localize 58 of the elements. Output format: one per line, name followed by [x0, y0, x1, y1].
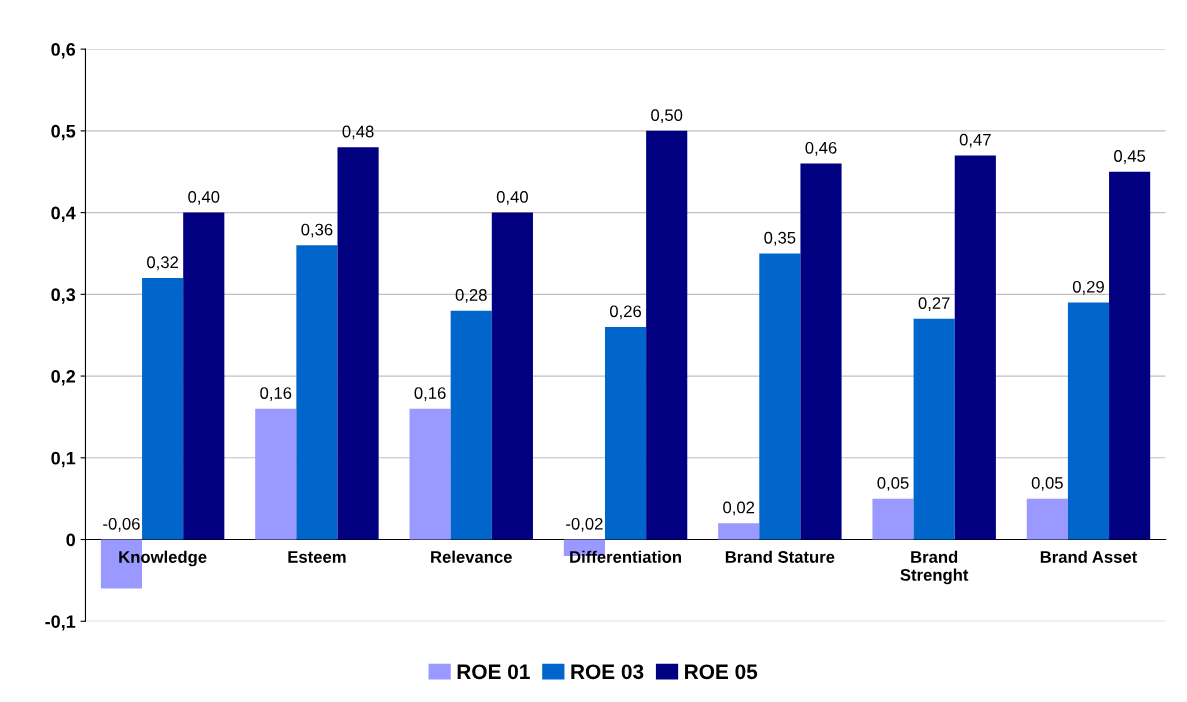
data-label: 0,35 [764, 231, 796, 246]
data-label: 0,46 [805, 141, 837, 156]
data-label: 0,36 [301, 223, 333, 238]
bar [1109, 171, 1151, 540]
data-label: 0,02 [723, 501, 755, 516]
y-tick-label: 0,1 [51, 451, 76, 468]
x-tick-label: Esteem [288, 551, 346, 563]
data-label: -0,06 [103, 517, 140, 532]
y-tick-label: 0,6 [51, 43, 76, 59]
bar [337, 147, 379, 540]
bar [913, 318, 955, 540]
bar [1067, 302, 1110, 540]
data-label: 0,05 [1031, 477, 1063, 491]
data-label: 0,26 [609, 305, 642, 320]
y-tick-label: -0,1 [45, 615, 76, 631]
data-label: 0,48 [342, 125, 374, 140]
data-label: 0,50 [651, 109, 683, 124]
bar [800, 163, 842, 540]
data-label: 0,45 [1114, 150, 1146, 164]
y-tick-label: 0,5 [51, 124, 76, 141]
legend-label: ROE 03 [571, 664, 644, 680]
x-tick-label: Brand Asset [1040, 550, 1138, 563]
data-label: 0,05 [877, 477, 909, 491]
x-tick-label: Brand Strenght [900, 550, 969, 585]
legend-label: ROE 01 [457, 664, 530, 680]
legend-label: ROE 05 [685, 664, 758, 680]
data-label: 0,28 [455, 289, 487, 303]
y-tick-label: 0 [66, 533, 75, 547]
y-tick-label: 0,2 [51, 370, 76, 386]
y-tick-label: 0,3 [51, 288, 76, 304]
bar [954, 155, 996, 540]
y-tick-label: 0,4 [51, 206, 76, 222]
bar [255, 408, 297, 540]
bar [872, 498, 914, 540]
bar [183, 212, 225, 540]
x-tick-label: Differentiation [570, 550, 681, 563]
x-tick-label: Knowledge [119, 550, 207, 567]
data-label: 0,29 [1072, 280, 1104, 295]
bar [409, 408, 451, 540]
data-label: 0,32 [147, 256, 178, 271]
data-label: -0,02 [566, 517, 603, 532]
x-tick-label: Relevance [431, 550, 512, 563]
data-label: 0,40 [496, 190, 528, 205]
bar [759, 253, 801, 540]
data-label: 0,16 [260, 387, 292, 401]
bar [142, 277, 184, 540]
bar [646, 130, 688, 540]
bar [450, 310, 492, 540]
data-label: 0,27 [918, 297, 950, 311]
x-tick-label: Brand Stature [725, 550, 835, 563]
bar [491, 212, 533, 540]
data-label: 0,40 [188, 190, 220, 205]
data-label: 0,16 [414, 387, 446, 401]
bar [296, 245, 338, 540]
bar [1026, 498, 1068, 540]
bar [604, 327, 647, 540]
data-label: 0,47 [959, 133, 991, 148]
bar [718, 523, 760, 540]
